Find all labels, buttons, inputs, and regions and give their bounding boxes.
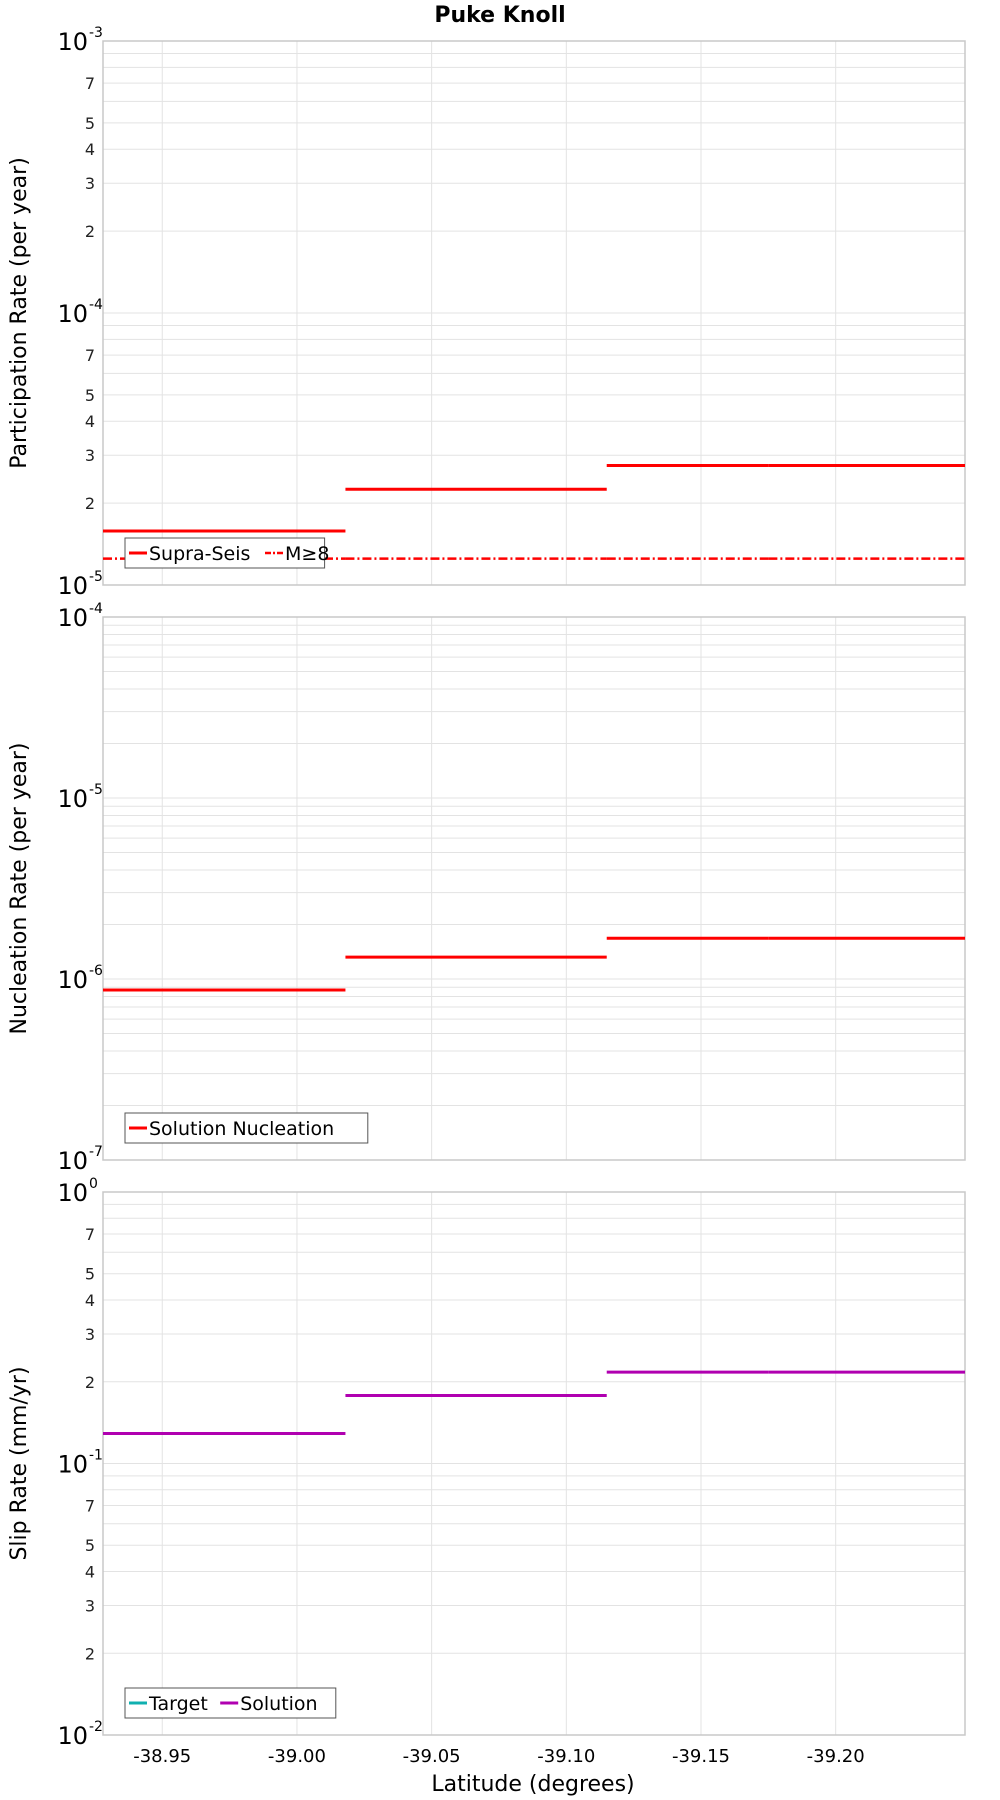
y-tick-label-minor: 5	[85, 386, 95, 405]
x-tick-label: -39.15	[672, 1746, 730, 1767]
y-axis-label: Nucleation Rate (per year)	[7, 743, 32, 1035]
y-tick-label-exponent: -5	[89, 569, 103, 585]
y-tick-label-minor: 3	[85, 1325, 95, 1344]
legend: Target Solution	[124, 1687, 337, 1719]
plot-frame	[102, 616, 966, 1161]
legend-label: Target	[148, 1693, 208, 1715]
y-tick-label-decade: 10	[57, 1722, 88, 1750]
x-tick-label: -39.05	[403, 1746, 461, 1767]
tick-base: 10	[57, 1722, 88, 1750]
y-tick-label-exponent: -7	[89, 1144, 103, 1160]
y-tick-label-decade: 10	[57, 28, 88, 56]
y-axis-label: Slip Rate (mm/yr)	[7, 1366, 32, 1560]
y-tick-label-minor: 2	[85, 1644, 95, 1663]
y-tick-label-exponent: -2	[89, 1719, 103, 1735]
y-tick-label-exponent: -3	[89, 25, 103, 41]
x-axis-label: Latitude (degrees)	[431, 1772, 634, 1797]
tick-base: 10	[57, 604, 88, 632]
legend-label: Solution	[240, 1693, 317, 1715]
tick-base: 10	[57, 1147, 88, 1175]
tick-base: 10	[57, 966, 88, 994]
plot-frame	[102, 1191, 966, 1736]
y-tick-label-decade: 10	[57, 1179, 88, 1207]
y-tick-label-decade: 10	[57, 300, 88, 328]
y-tick-label-decade: 10	[57, 966, 88, 994]
y-tick-label-minor: 7	[85, 1225, 95, 1244]
y-tick-label-decade: 10	[57, 785, 88, 813]
tick-base: 10	[57, 300, 88, 328]
y-tick-label-minor: 4	[85, 1563, 95, 1582]
tick-base: 10	[57, 572, 88, 600]
y-tick-label-minor: 4	[85, 412, 95, 431]
y-axis-label: Participation Rate (per year)	[7, 157, 32, 469]
legend-label: Supra-Seis	[149, 543, 250, 565]
legend: Supra-Seis M≥8	[124, 537, 329, 569]
legend: Solution Nucleation	[124, 1112, 369, 1144]
tick-base: 10	[57, 28, 88, 56]
x-tick-label: -38.95	[133, 1746, 191, 1767]
legend-box	[124, 537, 326, 569]
y-tick-label-minor: 3	[85, 174, 95, 193]
y-tick-label-minor: 4	[85, 1291, 95, 1310]
y-tick-label-decade: 10	[57, 604, 88, 632]
x-tick-label: -39.20	[807, 1746, 865, 1767]
tick-base: 10	[57, 1179, 88, 1207]
y-tick-label-exponent: 0	[89, 1176, 98, 1192]
y-tick-label-minor: 2	[85, 222, 95, 241]
y-tick-label-minor: 3	[85, 1596, 95, 1615]
plot-frame	[102, 40, 966, 586]
y-tick-label-exponent: -1	[89, 1448, 103, 1464]
y-tick-label-minor: 5	[85, 114, 95, 133]
x-tick-label: -39.10	[537, 1746, 595, 1767]
chart-title: Puke Knoll	[434, 3, 565, 28]
y-tick-label-exponent: -6	[89, 963, 103, 979]
y-tick-label-minor: 5	[85, 1536, 95, 1555]
y-tick-label-decade: 10	[57, 1451, 88, 1479]
y-tick-label-minor: 3	[85, 446, 95, 465]
y-tick-label-exponent: -5	[89, 782, 103, 798]
y-tick-label-exponent: -4	[89, 297, 103, 313]
y-tick-label-minor: 7	[85, 346, 95, 365]
tick-base: 10	[57, 1451, 88, 1479]
y-tick-label-minor: 5	[85, 1265, 95, 1284]
y-tick-label-minor: 2	[85, 1373, 95, 1392]
y-tick-label-exponent: -4	[89, 601, 103, 617]
tick-base: 10	[57, 785, 88, 813]
y-tick-label-minor: 7	[85, 74, 95, 93]
y-tick-label-decade: 10	[57, 1147, 88, 1175]
y-tick-label-minor: 2	[85, 494, 95, 513]
legend-box	[124, 1112, 369, 1144]
y-tick-label-decade: 10	[57, 572, 88, 600]
y-tick-label-minor: 4	[85, 140, 95, 159]
legend-label: Solution Nucleation	[149, 1118, 334, 1140]
y-tick-label-minor: 7	[85, 1497, 95, 1516]
x-tick-label: -39.00	[268, 1746, 326, 1767]
legend-label: M≥8	[285, 543, 329, 565]
